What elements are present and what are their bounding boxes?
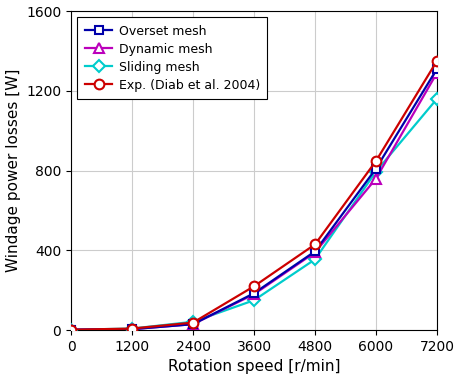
Line: Sliding mesh: Sliding mesh: [67, 95, 440, 334]
Overset mesh: [433, 66, 439, 71]
Y-axis label: Windage power losses [W]: Windage power losses [W]: [6, 69, 21, 272]
Overset mesh: [129, 327, 134, 331]
Overset mesh: [372, 166, 378, 171]
Overset mesh: [251, 291, 256, 296]
Dynamic mesh: [251, 292, 256, 296]
X-axis label: Rotation speed [r/min]: Rotation speed [r/min]: [168, 359, 340, 374]
Sliding mesh: [68, 328, 74, 332]
Sliding mesh: [433, 97, 439, 101]
Dynamic mesh: [129, 327, 134, 331]
Exp. (Diab et al. 2004): [372, 159, 378, 163]
Line: Dynamic mesh: Dynamic mesh: [66, 68, 441, 335]
Sliding mesh: [190, 320, 196, 324]
Overset mesh: [68, 328, 74, 332]
Dynamic mesh: [190, 322, 196, 326]
Sliding mesh: [312, 257, 317, 262]
Sliding mesh: [129, 326, 134, 331]
Legend: Overset mesh, Dynamic mesh, Sliding mesh, Exp. (Diab et al. 2004): Overset mesh, Dynamic mesh, Sliding mesh…: [77, 17, 267, 99]
Exp. (Diab et al. 2004): [68, 328, 74, 332]
Dynamic mesh: [433, 71, 439, 75]
Sliding mesh: [372, 169, 378, 174]
Exp. (Diab et al. 2004): [190, 320, 196, 325]
Overset mesh: [190, 322, 196, 326]
Dynamic mesh: [312, 250, 317, 255]
Sliding mesh: [251, 298, 256, 302]
Dynamic mesh: [372, 176, 378, 181]
Dynamic mesh: [68, 328, 74, 332]
Exp. (Diab et al. 2004): [251, 284, 256, 288]
Line: Overset mesh: Overset mesh: [67, 65, 440, 334]
Exp. (Diab et al. 2004): [129, 326, 134, 331]
Exp. (Diab et al. 2004): [433, 59, 439, 63]
Line: Exp. (Diab et al. 2004): Exp. (Diab et al. 2004): [66, 56, 441, 335]
Overset mesh: [312, 249, 317, 254]
Exp. (Diab et al. 2004): [312, 242, 317, 247]
